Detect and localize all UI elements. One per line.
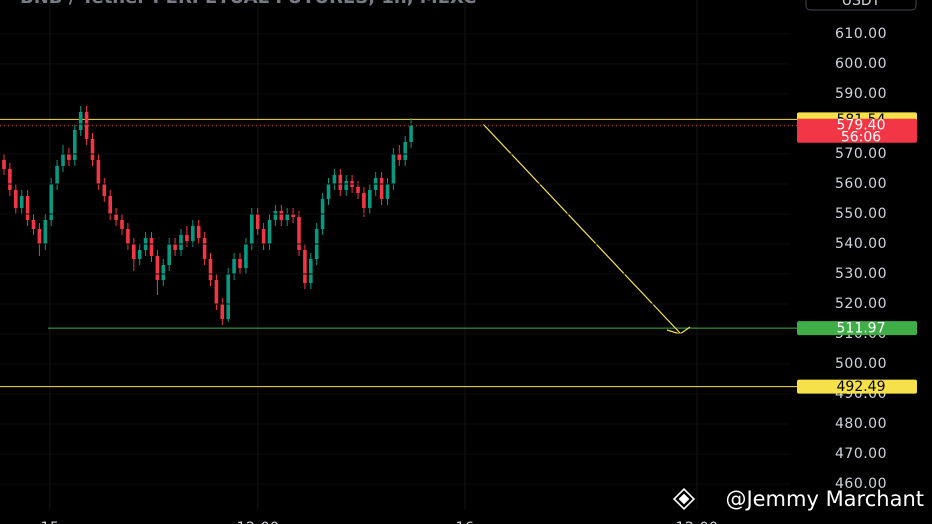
candle-body	[43, 219, 48, 244]
last-price-label: 579.40	[837, 118, 886, 134]
y-tick-label: 590.00	[835, 86, 887, 102]
price-level-label: 511.97	[837, 321, 886, 337]
candle-body	[214, 280, 219, 305]
x-tick-label: 15	[41, 520, 60, 524]
y-tick-label: 610.00	[835, 26, 887, 42]
countdown-label: 56:06	[841, 130, 881, 146]
candle-body	[379, 177, 384, 199]
candle-body	[250, 213, 254, 244]
candle-body	[132, 243, 136, 259]
candle-body	[14, 189, 18, 208]
chart-title: BNB / Tether PERPETUAL FUTURES, 1h, MEXC	[20, 0, 476, 8]
candle-body	[332, 174, 337, 184]
candle-body	[338, 174, 343, 190]
candle-body	[155, 255, 160, 281]
candle-body	[362, 192, 366, 208]
candle-body	[279, 210, 284, 220]
candle-body	[285, 213, 289, 220]
candle-body	[8, 168, 12, 190]
candle-body	[126, 228, 130, 244]
candle-body	[309, 258, 313, 284]
candle-body	[267, 219, 272, 244]
candle-body	[391, 153, 396, 184]
candle-body	[196, 225, 201, 238]
y-tick-label: 530.00	[835, 266, 887, 282]
price-level-badge	[797, 321, 917, 336]
candle-body	[173, 243, 177, 250]
candle-body	[84, 111, 89, 139]
candle-body	[137, 249, 142, 259]
candle-body	[385, 183, 390, 199]
candle-body	[90, 138, 95, 160]
candle-body	[37, 228, 42, 244]
price-level-label: 492.49	[837, 379, 886, 395]
candle-body	[303, 249, 307, 284]
candle-body	[403, 141, 407, 160]
y-tick-label: 470.00	[835, 446, 887, 462]
candle-body	[226, 274, 230, 320]
candle-body	[397, 153, 402, 160]
y-tick-label: 540.00	[835, 236, 887, 252]
watermark-text: @Jemmy Marchant	[725, 487, 924, 511]
watermark: @Jemmy Marchant	[672, 487, 924, 511]
candle-body	[114, 213, 118, 220]
candle-body	[167, 243, 171, 266]
y-tick-label: 480.00	[835, 416, 887, 432]
candle-body	[255, 213, 260, 229]
candle-body	[179, 234, 183, 250]
y-tick-label: 600.00	[835, 56, 887, 72]
candle-body	[149, 237, 154, 256]
y-tick-label: 570.00	[835, 146, 887, 162]
candle-body	[96, 159, 101, 184]
candle-body	[120, 219, 124, 229]
y-tick-label: 500.00	[835, 356, 887, 372]
candle-body	[2, 159, 6, 169]
candle-body	[25, 195, 30, 220]
candle-body	[409, 125, 413, 142]
x-tick-label: 16	[456, 520, 475, 524]
candle-body	[108, 195, 112, 214]
candle-body	[238, 258, 242, 269]
y-tick-label: 520.00	[835, 296, 887, 312]
candle-body	[61, 153, 65, 166]
candle-body	[326, 183, 331, 199]
x-tick-label: 12:00	[676, 520, 719, 524]
y-tick-label: 460.00	[835, 476, 887, 492]
candle-body	[220, 304, 225, 320]
candle-body	[19, 195, 24, 208]
candle-body	[73, 129, 77, 160]
y-tick-label: 550.00	[835, 206, 887, 222]
candle-body	[161, 265, 166, 281]
currency-label[interactable]: USDT	[842, 0, 881, 9]
candle-body	[202, 237, 207, 259]
candle-body	[291, 213, 295, 217]
candle-body	[67, 153, 71, 160]
currency-button[interactable]	[805, 0, 917, 11]
candle-body	[49, 183, 53, 220]
candle-body	[232, 258, 236, 275]
candle-body	[344, 180, 348, 190]
candle-body	[185, 234, 189, 241]
candle-body	[102, 183, 107, 196]
candle-body	[368, 189, 372, 208]
candle-body	[78, 111, 83, 130]
projection-line	[482, 123, 681, 334]
candle-body	[244, 243, 248, 269]
last-price-badge	[797, 118, 917, 143]
candle-body	[208, 258, 213, 281]
x-tick-label: 12:00	[237, 520, 280, 524]
candle-body	[31, 219, 36, 229]
candle-body	[191, 225, 195, 241]
candle-body	[356, 186, 360, 193]
candle-body	[261, 228, 266, 244]
y-tick-label: 560.00	[835, 176, 887, 192]
candle-body	[273, 210, 278, 220]
grid	[49, 0, 698, 510]
price-level-badge	[797, 379, 917, 394]
candle-body	[297, 216, 301, 250]
candle-body	[55, 165, 59, 184]
